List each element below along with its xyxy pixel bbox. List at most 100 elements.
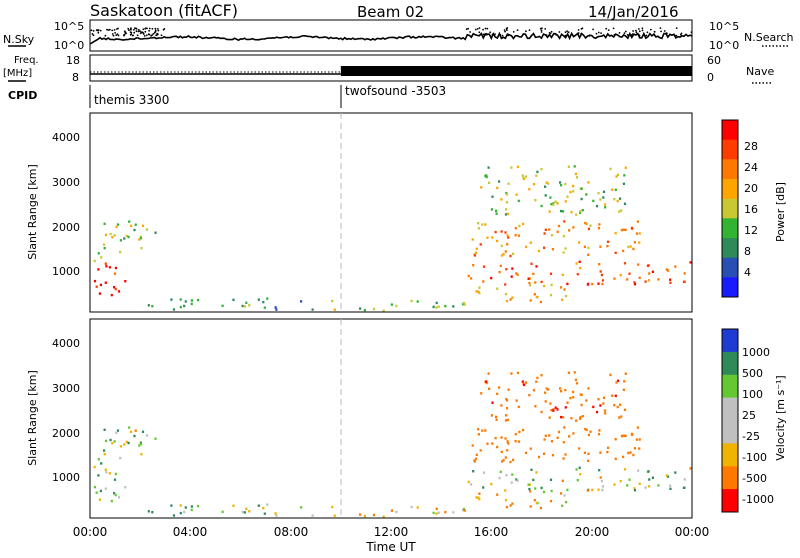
power-colorbar-swatch — [722, 257, 738, 278]
velocity-cb-tick-0: 1000 — [742, 346, 770, 359]
power-cell — [475, 247, 478, 250]
velocity-cell — [532, 478, 535, 482]
x-axis-ticks: 00:00 04:00 08:00 12:00 16:00 20:00 00:0… — [73, 525, 710, 539]
power-cell — [528, 277, 531, 280]
power-cell — [517, 234, 520, 237]
velocity-cell — [444, 510, 447, 514]
power-cell — [561, 298, 564, 301]
power-cell — [494, 230, 497, 234]
power-cell — [561, 273, 564, 276]
velocity-cell — [522, 428, 525, 432]
velocity-cell — [601, 485, 604, 488]
power-cell — [627, 245, 630, 249]
power-cell — [600, 273, 603, 277]
velocity-cell — [111, 442, 114, 445]
velocity-colorbar-frame — [721, 328, 739, 513]
power-cell — [477, 290, 480, 293]
power-cell — [467, 274, 470, 278]
noise-search-dot — [525, 30, 527, 33]
noise-trace — [89, 27, 693, 45]
power-cell — [638, 241, 641, 244]
noise-search-dot — [512, 31, 515, 33]
power-cell — [540, 168, 543, 171]
velocity-cell — [584, 427, 587, 431]
noise-search-dot — [660, 30, 662, 33]
power-cell — [114, 266, 117, 270]
velocity-cell — [565, 500, 568, 504]
velocity-cell — [262, 506, 265, 510]
noise-search-dot — [635, 29, 637, 32]
power-cell — [637, 263, 640, 266]
velocity-cell — [151, 511, 154, 514]
velocity-cell — [170, 504, 173, 507]
power-cell — [682, 280, 686, 283]
power-cell — [549, 272, 553, 275]
velocity-cell — [333, 514, 336, 517]
velocity-cell — [560, 415, 563, 419]
velocity-cell — [517, 405, 520, 409]
noise-search-dot — [478, 31, 481, 34]
noise-search-dot — [607, 29, 610, 31]
noise-search-dot — [97, 31, 100, 34]
noise-search-dot — [659, 27, 662, 29]
velocity-cell — [104, 487, 107, 490]
power-cell — [548, 210, 551, 213]
power-cell — [532, 272, 535, 276]
power-cell — [495, 212, 498, 215]
noise-search-dot — [544, 28, 547, 30]
noise-search-dot — [129, 31, 132, 33]
power-cell — [669, 281, 672, 284]
power-cell — [534, 199, 537, 202]
velocity-cell — [567, 371, 570, 374]
power-colorbar-frame — [721, 119, 739, 298]
velocity-cell — [613, 483, 616, 486]
velocity-cell — [172, 514, 176, 517]
velocity-ytick-4000: 4000 — [52, 337, 80, 350]
velocity-cell — [600, 479, 603, 483]
power-cell — [516, 273, 519, 276]
velocity-cell — [266, 503, 269, 506]
power-cell — [115, 225, 118, 228]
noise-search-dot — [549, 32, 552, 35]
power-cell — [606, 244, 609, 248]
power-cell — [311, 308, 314, 311]
power-cell — [635, 232, 638, 235]
velocity-cell — [566, 488, 569, 492]
power-cell — [586, 283, 589, 286]
noise-search-dot — [580, 28, 583, 30]
velocity-cell — [245, 507, 248, 510]
velocity-cell — [648, 478, 651, 481]
power-cell — [504, 213, 508, 216]
power-cell — [505, 201, 509, 204]
power-cell — [274, 306, 277, 309]
velocity-cell — [154, 437, 157, 440]
velocity-cell — [556, 436, 559, 439]
power-cell — [505, 191, 508, 195]
velocity-cell — [461, 509, 465, 512]
velocity-cell — [597, 488, 600, 491]
velocity-cell — [544, 391, 547, 394]
power-cell — [500, 198, 503, 201]
power-cell — [528, 188, 531, 191]
power-cell — [581, 209, 584, 212]
power-cell — [130, 224, 133, 227]
velocity-colorbar-swatch — [722, 351, 738, 376]
power-cell — [127, 235, 130, 239]
velocity-cell — [512, 458, 515, 462]
noise-search-dot — [157, 28, 159, 30]
velocity-cell — [638, 447, 641, 450]
power-cell — [495, 209, 498, 213]
velocity-colorbar-swatch — [722, 397, 738, 421]
velocity-cell — [535, 471, 538, 474]
power-cell — [372, 307, 376, 311]
velocity-yticks: 4000 3000 2000 1000 — [52, 337, 80, 484]
velocity-cell — [573, 371, 576, 374]
velocity-cell — [572, 396, 575, 399]
velocity-colorbar-swatch — [722, 466, 738, 490]
power-cell — [566, 195, 569, 198]
velocity-cell — [274, 512, 277, 515]
velocity-cell — [183, 510, 186, 514]
velocity-cell — [496, 392, 499, 396]
power-cell — [179, 305, 182, 309]
velocity-cell — [592, 405, 595, 409]
